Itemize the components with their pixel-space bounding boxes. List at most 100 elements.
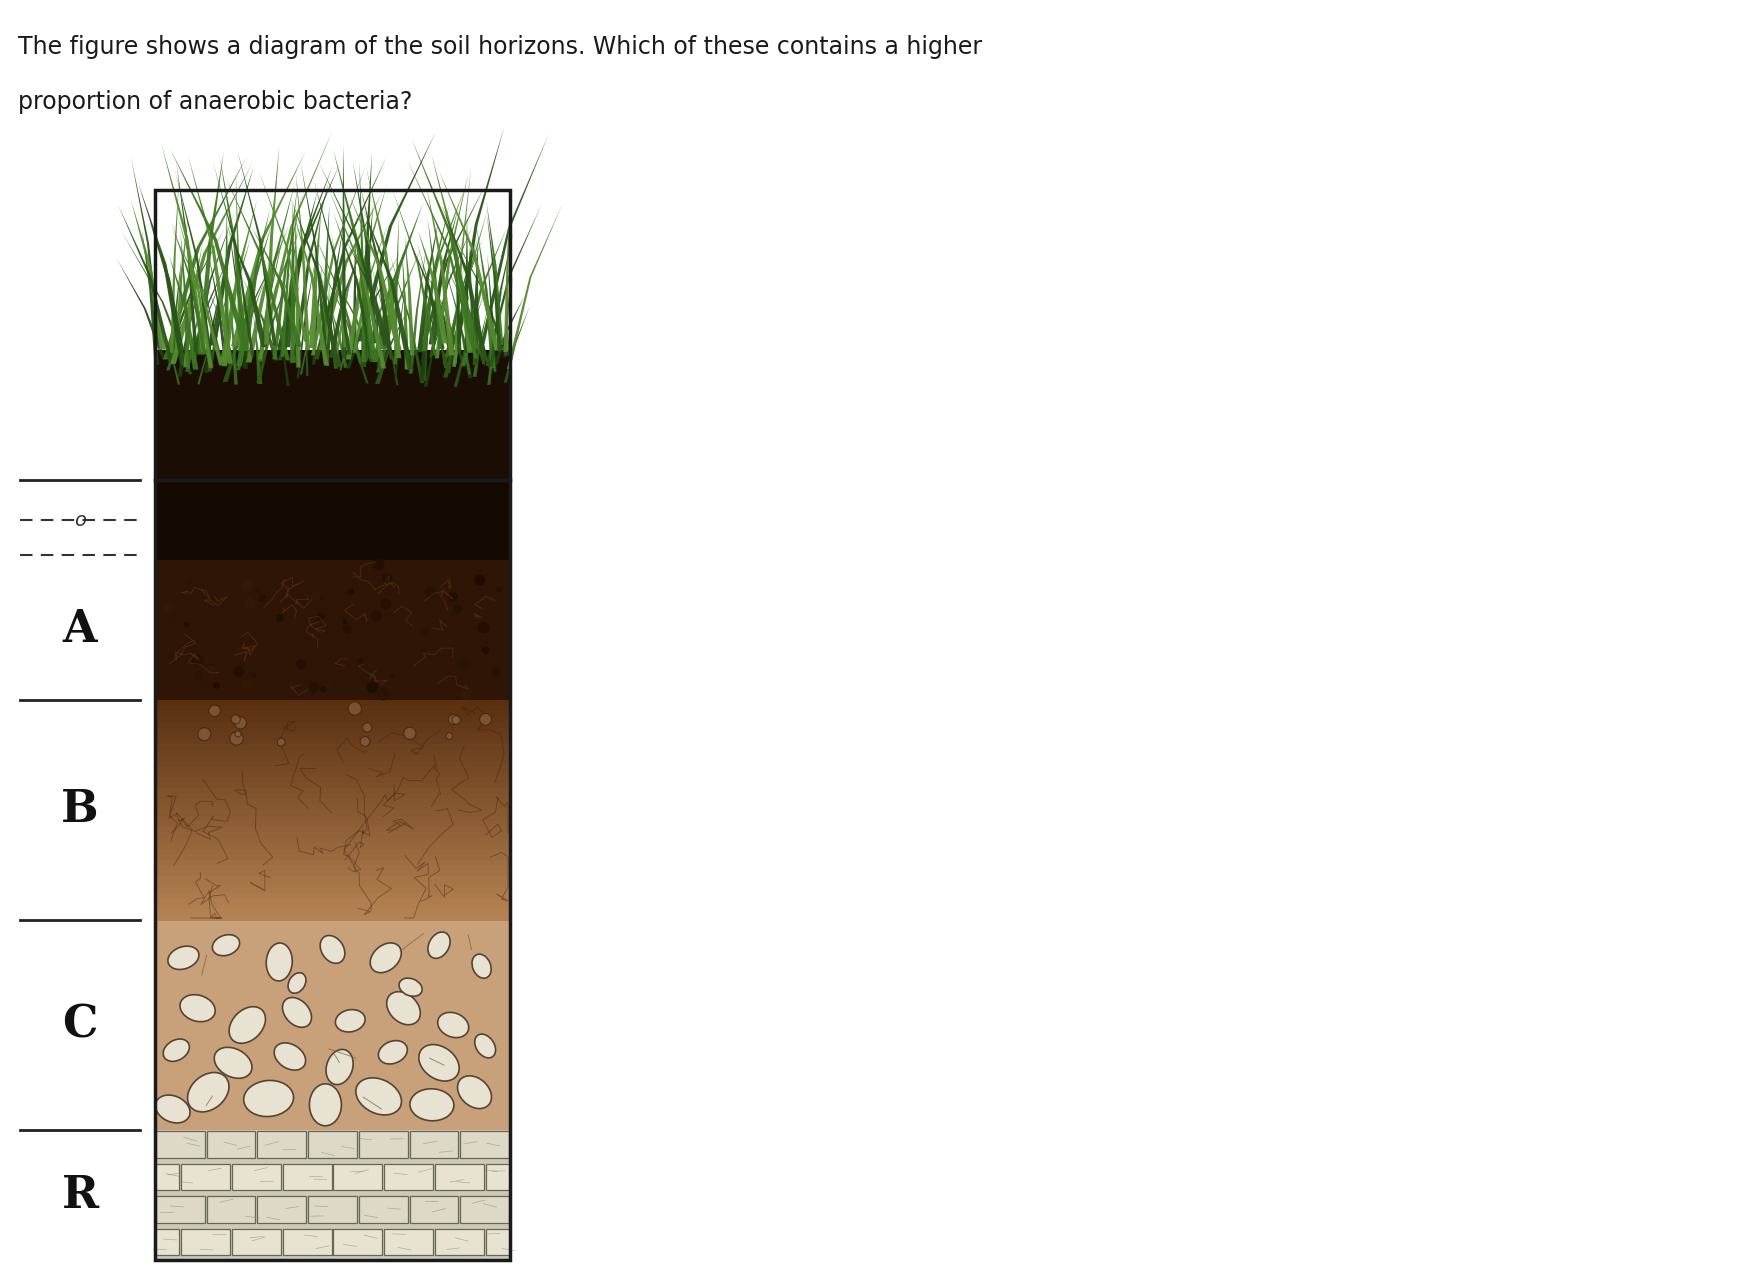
Polygon shape <box>441 254 485 364</box>
Polygon shape <box>262 130 332 345</box>
Polygon shape <box>186 242 222 362</box>
Polygon shape <box>236 173 242 351</box>
Bar <box>155 749 509 755</box>
Text: B: B <box>61 789 99 832</box>
Polygon shape <box>301 162 328 353</box>
Ellipse shape <box>473 955 492 978</box>
Bar <box>155 849 509 855</box>
Polygon shape <box>210 166 254 345</box>
Bar <box>155 739 509 745</box>
Circle shape <box>209 705 221 717</box>
Bar <box>155 860 509 865</box>
Circle shape <box>389 674 395 677</box>
Circle shape <box>461 688 473 699</box>
Circle shape <box>320 686 327 693</box>
Polygon shape <box>507 275 513 355</box>
Polygon shape <box>156 311 181 385</box>
Circle shape <box>360 736 370 746</box>
Polygon shape <box>349 196 401 350</box>
Bar <box>257 1196 306 1223</box>
Circle shape <box>231 714 240 723</box>
Polygon shape <box>474 281 483 350</box>
Polygon shape <box>461 227 507 367</box>
Polygon shape <box>353 161 379 344</box>
Polygon shape <box>170 253 182 364</box>
Circle shape <box>233 666 243 677</box>
Circle shape <box>497 587 502 592</box>
Circle shape <box>193 671 203 680</box>
Circle shape <box>348 702 362 716</box>
Bar <box>155 892 509 898</box>
Polygon shape <box>320 270 337 368</box>
Bar <box>485 1228 509 1255</box>
Circle shape <box>229 732 243 745</box>
Polygon shape <box>221 239 250 363</box>
Ellipse shape <box>379 1040 407 1065</box>
Polygon shape <box>422 203 450 351</box>
Polygon shape <box>375 308 408 383</box>
Polygon shape <box>415 253 464 363</box>
Polygon shape <box>389 254 424 383</box>
Circle shape <box>466 587 473 596</box>
Circle shape <box>490 667 501 677</box>
Polygon shape <box>301 273 327 374</box>
Circle shape <box>370 610 382 621</box>
Circle shape <box>358 658 363 665</box>
Polygon shape <box>405 235 414 355</box>
Polygon shape <box>346 184 388 359</box>
Ellipse shape <box>400 978 422 997</box>
Polygon shape <box>469 242 474 353</box>
Polygon shape <box>186 290 207 372</box>
Polygon shape <box>170 148 249 351</box>
Polygon shape <box>494 296 525 364</box>
Polygon shape <box>417 242 448 368</box>
Circle shape <box>447 732 452 740</box>
Circle shape <box>169 604 176 610</box>
Polygon shape <box>275 308 290 386</box>
Polygon shape <box>226 176 290 360</box>
Polygon shape <box>323 276 341 367</box>
Ellipse shape <box>410 1089 454 1121</box>
Circle shape <box>480 713 492 725</box>
Polygon shape <box>137 181 186 366</box>
Text: C: C <box>63 1003 97 1047</box>
Circle shape <box>186 579 193 585</box>
Circle shape <box>320 596 325 601</box>
Ellipse shape <box>289 973 306 993</box>
Bar <box>156 1196 205 1223</box>
Ellipse shape <box>370 943 401 973</box>
Polygon shape <box>367 166 401 358</box>
Polygon shape <box>344 238 395 359</box>
Polygon shape <box>419 185 485 353</box>
Polygon shape <box>454 298 473 378</box>
Ellipse shape <box>275 1043 306 1070</box>
Ellipse shape <box>457 1076 492 1108</box>
Polygon shape <box>181 230 189 369</box>
Bar <box>155 755 509 760</box>
Circle shape <box>342 624 351 633</box>
Circle shape <box>487 657 497 667</box>
Polygon shape <box>278 164 341 348</box>
Ellipse shape <box>419 1044 459 1081</box>
Circle shape <box>235 731 242 737</box>
Polygon shape <box>504 305 530 382</box>
Bar <box>155 882 509 887</box>
Polygon shape <box>421 298 429 363</box>
Polygon shape <box>480 133 549 344</box>
Bar <box>155 722 509 728</box>
Bar <box>283 1228 332 1255</box>
Polygon shape <box>130 157 162 348</box>
Polygon shape <box>170 162 252 364</box>
Circle shape <box>454 604 462 613</box>
Bar <box>155 810 509 815</box>
Bar <box>283 1163 332 1190</box>
Ellipse shape <box>438 1012 469 1038</box>
Polygon shape <box>445 235 480 357</box>
Polygon shape <box>295 171 309 350</box>
Polygon shape <box>306 239 368 383</box>
Ellipse shape <box>327 1049 353 1085</box>
Polygon shape <box>429 268 455 364</box>
Circle shape <box>452 716 461 725</box>
Polygon shape <box>116 258 165 359</box>
Polygon shape <box>358 132 436 341</box>
